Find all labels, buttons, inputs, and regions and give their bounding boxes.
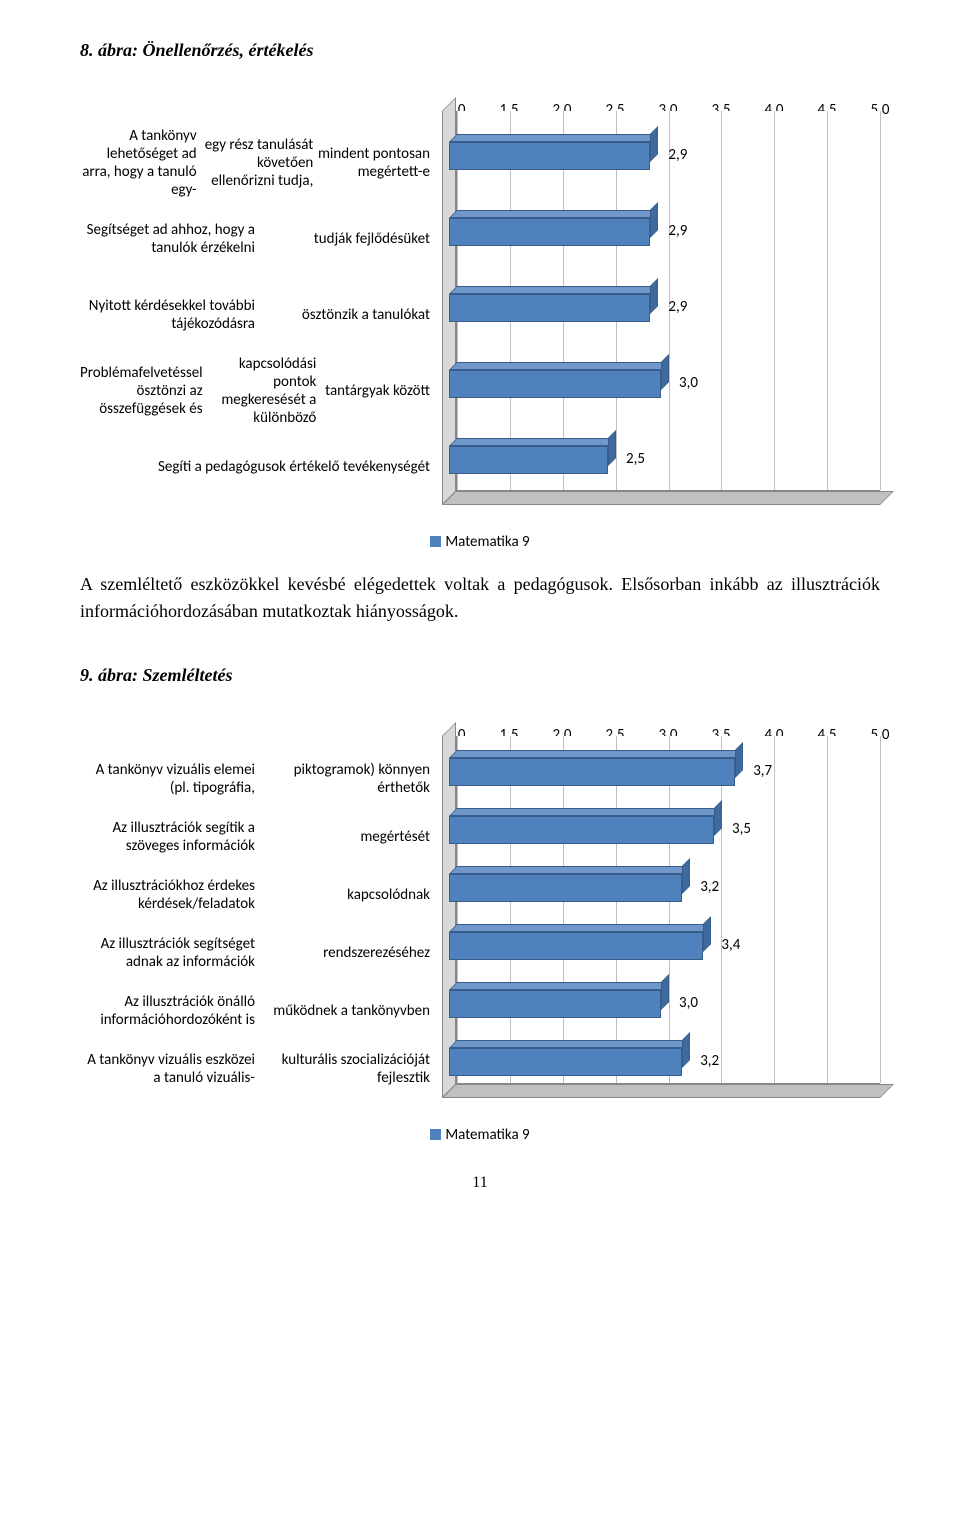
figure2-title: 9. ábra: Szemléltetés: [80, 665, 880, 686]
body-paragraph: A szemléltető eszközökkel kevésbé eléged…: [80, 571, 880, 625]
category-label: A tankönyv vizuális eszközei a tanuló vi…: [80, 1040, 430, 1098]
figure2-category-labels: A tankönyv vizuális elemei (pl. tipográf…: [80, 726, 442, 1098]
bar: 3,0: [449, 990, 873, 1018]
bar: 3,2: [449, 874, 873, 902]
figure1-category-labels: A tankönyv lehetőséget ad arra, hogy a t…: [80, 101, 442, 505]
category-label: Nyitott kérdésekkel további tájékozódásr…: [80, 277, 430, 353]
category-label: A tankönyv vizuális elemei (pl. tipográf…: [80, 750, 430, 808]
bar-value-label: 2,5: [626, 450, 645, 468]
bar: 2,9: [449, 142, 873, 170]
bar: 2,9: [449, 218, 873, 246]
bar-value-label: 2,9: [668, 298, 687, 316]
bar: 2,9: [449, 294, 873, 322]
bar-value-label: 3,5: [732, 820, 751, 838]
bar-value-label: 3,0: [679, 994, 698, 1012]
legend-swatch-icon: [430, 1129, 441, 1140]
category-label: Az illusztrációk segítséget adnak az inf…: [80, 924, 430, 982]
page: 8. ábra: Önellenőrzés, értékelés A tankö…: [0, 0, 960, 1222]
figure1-title: 8. ábra: Önellenőrzés, értékelés: [80, 40, 880, 61]
figure2-chart: A tankönyv vizuális elemei (pl. tipográf…: [80, 726, 880, 1098]
figure1-plot-area: 2,9 2,9 2,9 3,0 2,5: [442, 125, 880, 505]
page-number: 11: [80, 1174, 880, 1192]
figure2-plot: 1,01,52,02,53,03,54,04,55,0 3,73,53,23,4…: [442, 726, 880, 1098]
category-label: Segítséget ad ahhoz, hogy a tanulók érzé…: [80, 201, 430, 277]
category-label: Problémafelvetéssel ösztönzi az összefüg…: [80, 353, 430, 429]
bar-value-label: 3,4: [721, 936, 740, 954]
category-label: Az illusztrációk segítik a szöveges info…: [80, 808, 430, 866]
category-label: A tankönyv lehetőséget ad arra, hogy a t…: [80, 125, 430, 201]
legend-swatch-icon: [430, 536, 441, 547]
bar: 3,5: [449, 816, 873, 844]
bar: 2,5: [449, 446, 873, 474]
bar-value-label: 3,7: [753, 762, 772, 780]
figure1-chart: A tankönyv lehetőséget ad arra, hogy a t…: [80, 101, 880, 505]
bar: 3,0: [449, 370, 873, 398]
figure2-legend: Matematika 9: [80, 1126, 880, 1144]
category-label: Az illusztrációkhoz érdekes kérdések/fel…: [80, 866, 430, 924]
figure2-legend-label: Matematika 9: [445, 1126, 529, 1144]
bar-value-label: 3,0: [679, 374, 698, 392]
bar-value-label: 2,9: [668, 222, 687, 240]
bar-value-label: 3,2: [700, 1052, 719, 1070]
category-label: Segíti a pedagógusok értékelő tevékenysé…: [80, 429, 430, 505]
figure1-legend-label: Matematika 9: [445, 533, 529, 551]
bar-value-label: 2,9: [668, 146, 687, 164]
figure1-legend: Matematika 9: [80, 533, 880, 551]
bar: 3,4: [449, 932, 873, 960]
figure2-plot-area: 3,7 3,5 3,2 3,4 3,0 3,2: [442, 750, 880, 1098]
bar-value-label: 3,2: [700, 878, 719, 896]
category-label: Az illusztrációk önálló információhordoz…: [80, 982, 430, 1040]
figure1-plot: 1,01,52,02,53,03,54,04,55,0 2,92,92,93,0…: [442, 101, 880, 505]
bar: 3,7: [449, 758, 873, 786]
bar: 3,2: [449, 1048, 873, 1076]
